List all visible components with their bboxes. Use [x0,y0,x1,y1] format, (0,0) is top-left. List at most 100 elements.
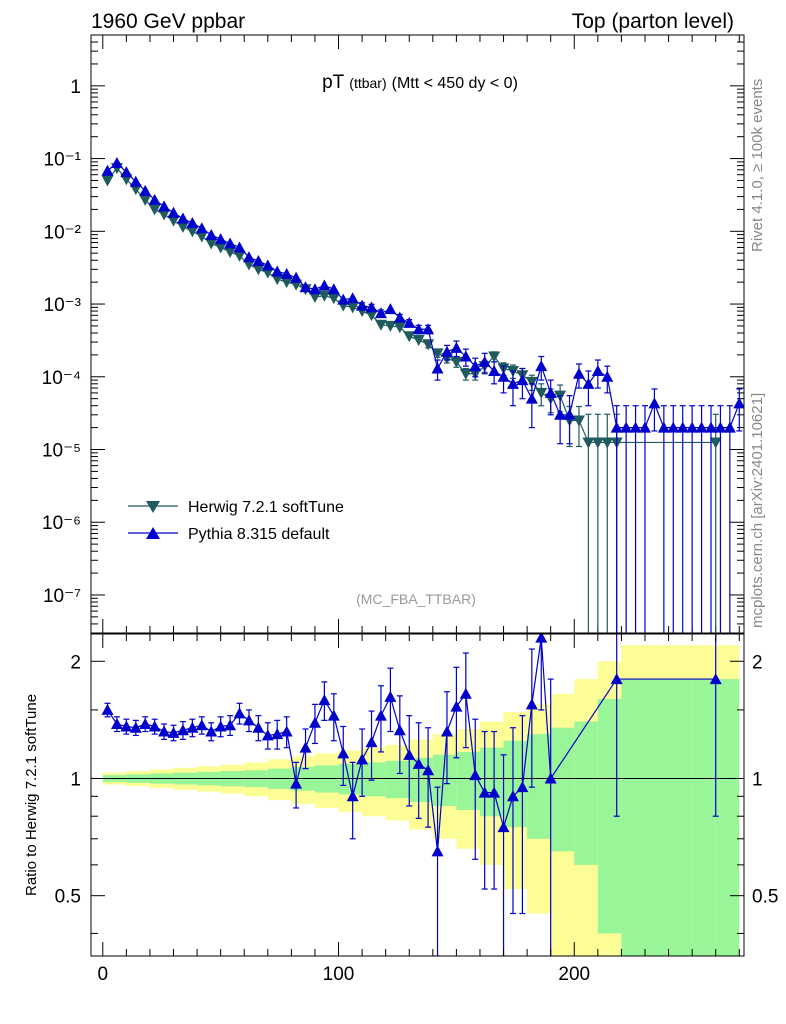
data-point [374,307,387,319]
data-point [308,291,321,303]
band-inner [503,740,528,828]
ratio-y-tick-label-right: 1 [752,769,763,790]
ratio-point [450,700,463,712]
ratio-point [356,753,369,765]
ratio-plot-panel: 0.5 0.5 1 1 2 2 0 100 200 Ratio to Herwig 7.2.1… [23,633,778,985]
data-point [488,351,501,363]
ratio-point [167,726,180,738]
ratio-point [506,790,519,802]
ratio-point [422,764,435,776]
series-line [107,167,716,444]
data-point [450,341,463,353]
data-point [290,271,303,283]
ratio-point [186,721,199,733]
data-point [450,356,463,368]
band-inner [597,699,622,934]
data-point [384,303,397,315]
data-point [139,194,152,206]
ratio-point [459,687,472,699]
data-point [318,290,331,302]
x-tick-labels: 0 100 200 [97,964,590,985]
ratio-y-tick-label-left: 1 [70,769,81,790]
band-inner [362,762,386,797]
band-inner [692,679,716,956]
data-point [365,310,378,322]
data-point [638,421,651,433]
main-plot-frame [90,34,745,634]
data-point [252,255,265,267]
data-point [214,242,227,254]
band-inner [574,721,598,865]
data-point [233,250,246,262]
data-point [176,212,189,224]
data-point [365,301,378,313]
band-inner [385,760,410,799]
data-point [271,274,284,286]
data-point [554,408,567,420]
band-inner [479,747,504,817]
ratio-point [139,718,152,730]
ratio-point [318,694,331,706]
ratio-point [242,714,255,726]
data-point [403,331,416,343]
data-point [582,377,595,389]
data-point [393,311,406,323]
legend-pythia-label: Pythia 8.315 default [188,526,330,543]
data-point [214,233,227,245]
ratio-point [252,721,265,733]
ratio-y-tick-label-right: 2 [752,652,763,673]
data-point [648,397,661,409]
ratio-point [346,790,359,802]
ratio-plot-frame [90,633,745,957]
ratio-point [412,757,425,769]
ratio-point [403,748,416,760]
data-point [242,251,255,263]
y-tick-label: 10⁻⁶ [42,513,81,534]
data-point [186,226,199,238]
data-point [205,238,218,250]
data-point [431,348,444,360]
data-point [129,175,142,187]
ratio-point [516,781,529,793]
data-point [506,377,519,389]
ratio-point [497,821,510,833]
data-point [591,437,604,449]
data-point [110,156,123,168]
band-inner [338,763,363,795]
ratio-series-pythia [101,634,722,956]
data-point [686,421,699,433]
data-point [374,319,387,331]
data-point [224,246,237,258]
mcplots-label: mcplots.cern.ch [arXiv:2401.10621] [749,393,766,628]
data-point [516,374,529,386]
ratio-y-tick-label-left: 0.5 [55,887,81,908]
ratio-point [129,721,142,733]
data-point [233,241,246,253]
data-point [186,217,199,229]
ratio-y-tick-label-right: 0.5 [752,887,778,908]
data-point [440,345,453,357]
data-point [318,279,331,291]
data-point [261,267,274,279]
ratio-point [233,707,246,719]
plot-title: pT (ttbar) (Mtt < 450 dy < 0) [322,72,518,93]
x-tick-label: 100 [323,964,355,985]
main-plot-y-tick-labels: 1 10⁻¹ 10⁻² 10⁻³ 10⁻⁴ 10⁻⁵ 10⁻⁶ 10⁻⁷ [42,77,81,607]
data-point [337,293,350,305]
data-point [261,259,274,271]
data-point [299,281,312,293]
data-point [572,367,585,379]
y-tick-label: 10⁻² [44,222,82,243]
ratio-point [440,725,453,737]
data-point [308,283,321,295]
header-right: Top (parton level) [572,10,734,33]
ratio-point [469,769,482,781]
data-point [224,237,237,249]
data-point [280,267,293,279]
ratio-point [214,720,227,732]
x-tick-label: 200 [558,964,590,985]
ratio-point [384,690,397,702]
data-point [393,322,406,334]
band-inner [314,765,339,793]
